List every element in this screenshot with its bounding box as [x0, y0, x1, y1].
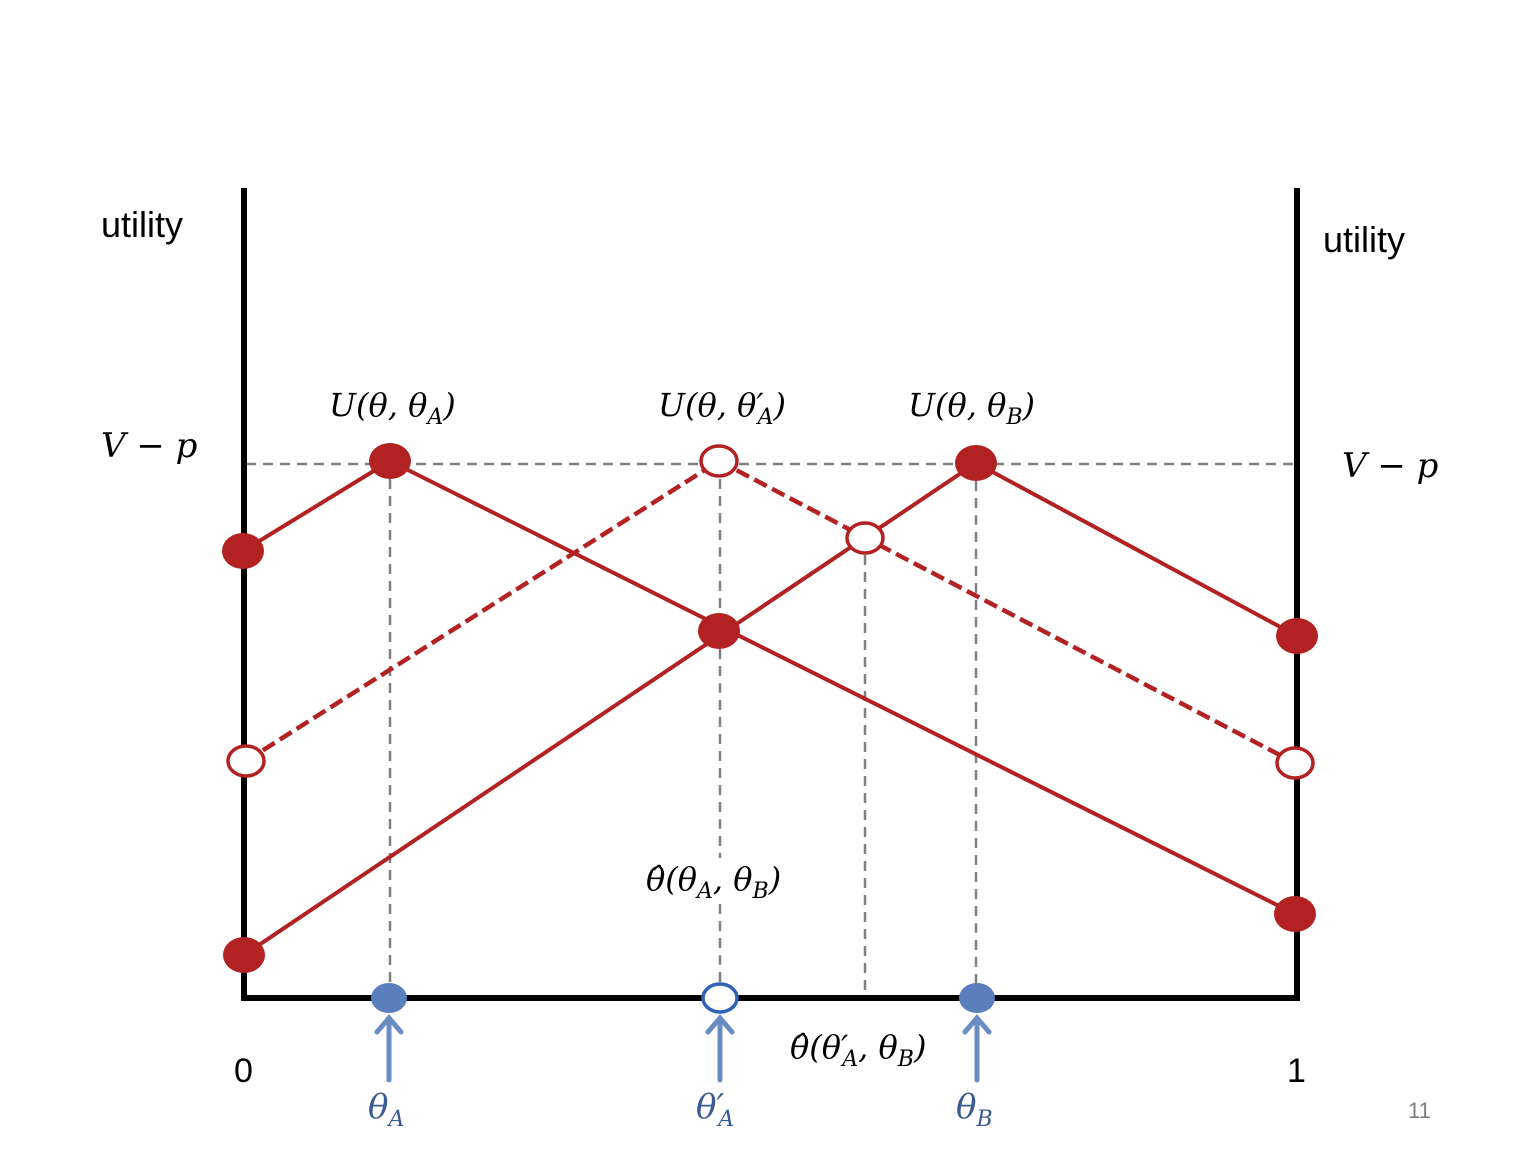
- u-theta-a-prime-curve: [244, 458, 1297, 765]
- utility-left-label: utility: [101, 204, 183, 245]
- x-zero-label: 0: [234, 1052, 253, 1090]
- label-theta-a: θA: [368, 1087, 404, 1132]
- point-intersection-a-prime-b: [845, 521, 885, 555]
- arrow-theta-b: [962, 1014, 992, 1083]
- point-u-a-prime-peak: [699, 444, 739, 478]
- marker-theta-a: [371, 983, 407, 1013]
- label-theta-a-prime: θ′A: [696, 1087, 734, 1132]
- point-intersection-ab: [698, 613, 740, 649]
- point-u-b-left: [223, 937, 265, 973]
- label-backdrop: [640, 858, 805, 904]
- label-u-theta-a-prime: U(θ, θ′A): [658, 386, 786, 430]
- label-u-theta-a: U(θ, θA): [329, 386, 456, 430]
- utility-right-label: utility: [1323, 219, 1405, 260]
- point-u-a-left: [222, 533, 264, 569]
- marker-theta-a-prime: [701, 982, 739, 1014]
- arrow-theta-a: [374, 1014, 404, 1083]
- label-theta-b: θB: [956, 1087, 993, 1132]
- v-minus-p-left-label: V − p: [101, 426, 197, 466]
- point-u-a-peak: [369, 443, 411, 479]
- point-u-a-right: [1274, 896, 1316, 932]
- x-one-label: 1: [1287, 1052, 1306, 1090]
- label-theta-hat-a-prime-b: θ̂(θ′A, θB): [790, 1028, 926, 1072]
- point-u-a-prime-right: [1275, 746, 1315, 780]
- arrow-theta-a-prime: [705, 1014, 735, 1083]
- point-u-b-peak: [955, 445, 997, 481]
- label-u-theta-b: U(θ, θB): [908, 386, 1035, 430]
- label-theta-hat-ab: θ̂(θA, θB): [646, 860, 781, 904]
- page-number: 11: [1408, 1098, 1431, 1123]
- point-u-a-prime-left: [226, 744, 266, 778]
- point-u-b-right: [1276, 618, 1318, 654]
- marker-theta-b: [959, 983, 995, 1013]
- u-theta-a-curve: [241, 458, 1296, 916]
- v-minus-p-right-label: V − p: [1342, 446, 1438, 486]
